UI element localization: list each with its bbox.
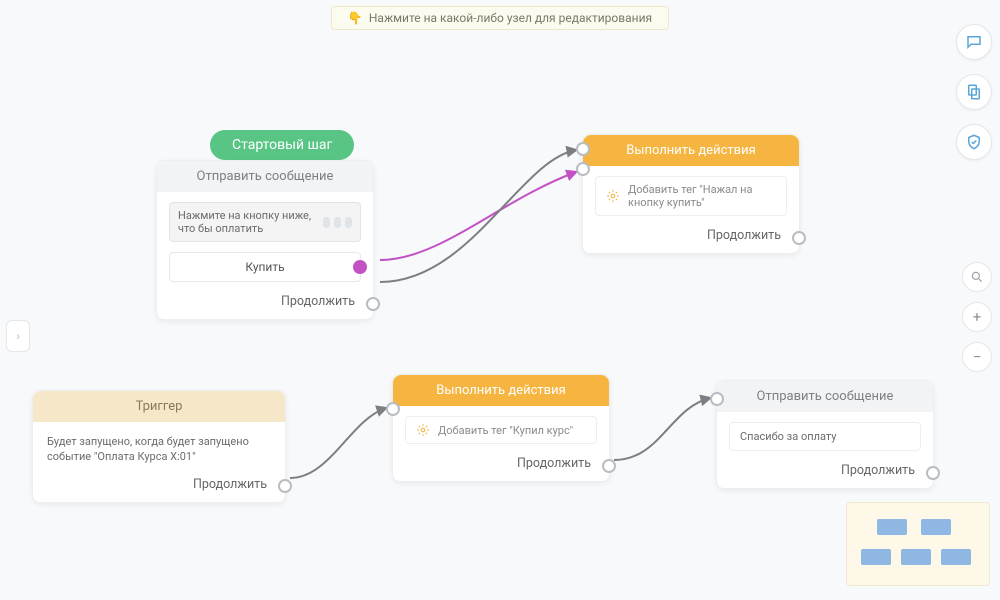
node-send-message-1[interactable]: Отправить сообщение Нажмите на кнопку ни… xyxy=(156,160,374,320)
node-trigger[interactable]: Триггер Будет запущено, когда будет запу… xyxy=(32,390,286,503)
continue-row[interactable]: Продолжить xyxy=(393,450,609,481)
gear-icon xyxy=(606,189,620,203)
key-icon xyxy=(334,217,341,228)
node-header: Отправить сообщение xyxy=(157,161,373,192)
message-text: Спасибо за оплату xyxy=(729,422,921,451)
node-header: Триггер xyxy=(33,391,285,422)
node-header: Выполнить действия xyxy=(393,375,609,406)
action-add-tag[interactable]: Добавить тег "Купил курс" xyxy=(405,416,597,444)
flow-canvas[interactable]: { "hint": "Нажмите на какой-либо узел дл… xyxy=(0,0,1000,600)
node-do-actions-1[interactable]: Выполнить действия Добавить тег "Нажал н… xyxy=(582,134,800,254)
port-out-continue[interactable] xyxy=(602,459,616,473)
trigger-description: Будет запущено, когда будет запущено соб… xyxy=(33,422,285,471)
start-step-pill[interactable]: Стартовый шаг xyxy=(210,130,354,160)
port-in[interactable] xyxy=(576,142,590,156)
start-step-label: Стартовый шаг xyxy=(232,137,332,153)
node-body: Спасибо за оплату xyxy=(717,412,933,457)
zoom-out-button[interactable]: − xyxy=(962,342,992,372)
port-in[interactable] xyxy=(576,162,590,176)
search-icon[interactable] xyxy=(962,262,992,292)
continue-row[interactable]: Продолжить xyxy=(717,457,933,488)
buy-button[interactable]: Купить xyxy=(169,252,361,282)
continue-row[interactable]: Продолжить xyxy=(583,222,799,253)
continue-row[interactable]: Продолжить xyxy=(33,471,285,502)
node-header: Отправить сообщение xyxy=(717,381,933,412)
minimap[interactable] xyxy=(846,502,990,586)
edit-hint: 👇 Нажмите на какой-либо узел для редакти… xyxy=(331,6,669,30)
action-add-tag[interactable]: Добавить тег "Нажал на кнопку купить" xyxy=(595,176,787,216)
zoom-tools: + − xyxy=(962,262,992,372)
continue-row[interactable]: Продолжить xyxy=(157,288,373,319)
key-icon xyxy=(323,217,330,228)
port-in[interactable] xyxy=(386,402,400,416)
node-header: Выполнить действия xyxy=(583,135,799,166)
node-send-message-2[interactable]: Отправить сообщение Спасибо за оплату Пр… xyxy=(716,380,934,489)
pointer-icon: 👇 xyxy=(348,11,363,25)
action-label: Добавить тег "Нажал на кнопку купить" xyxy=(628,183,776,209)
port-out-continue[interactable] xyxy=(366,297,380,311)
shield-icon[interactable] xyxy=(956,124,992,160)
edit-hint-text: Нажмите на какой-либо узел для редактиро… xyxy=(369,11,652,25)
side-tools xyxy=(956,24,992,160)
port-in[interactable] xyxy=(710,392,724,406)
port-out-continue[interactable] xyxy=(926,466,940,480)
action-label: Добавить тег "Купил курс" xyxy=(438,424,573,437)
gear-icon xyxy=(416,423,430,437)
chat-icon[interactable] xyxy=(956,24,992,60)
node-body: Добавить тег "Купил курс" xyxy=(393,406,609,450)
copy-icon[interactable] xyxy=(956,74,992,110)
port-out-continue[interactable] xyxy=(278,479,292,493)
zoom-in-button[interactable]: + xyxy=(962,302,992,332)
port-out-continue[interactable] xyxy=(792,231,806,245)
message-text: Нажмите на кнопку ниже, что бы оплатить xyxy=(169,202,361,242)
node-body: Добавить тег "Нажал на кнопку купить" xyxy=(583,166,799,222)
port-out-buy[interactable] xyxy=(353,260,367,274)
panel-expand-handle[interactable]: › xyxy=(6,320,30,352)
key-icon xyxy=(345,217,352,228)
node-body: Нажмите на кнопку ниже, что бы оплатить … xyxy=(157,192,373,288)
node-do-actions-2[interactable]: Выполнить действия Добавить тег "Купил к… xyxy=(392,374,610,482)
chevron-right-icon: › xyxy=(16,329,20,343)
